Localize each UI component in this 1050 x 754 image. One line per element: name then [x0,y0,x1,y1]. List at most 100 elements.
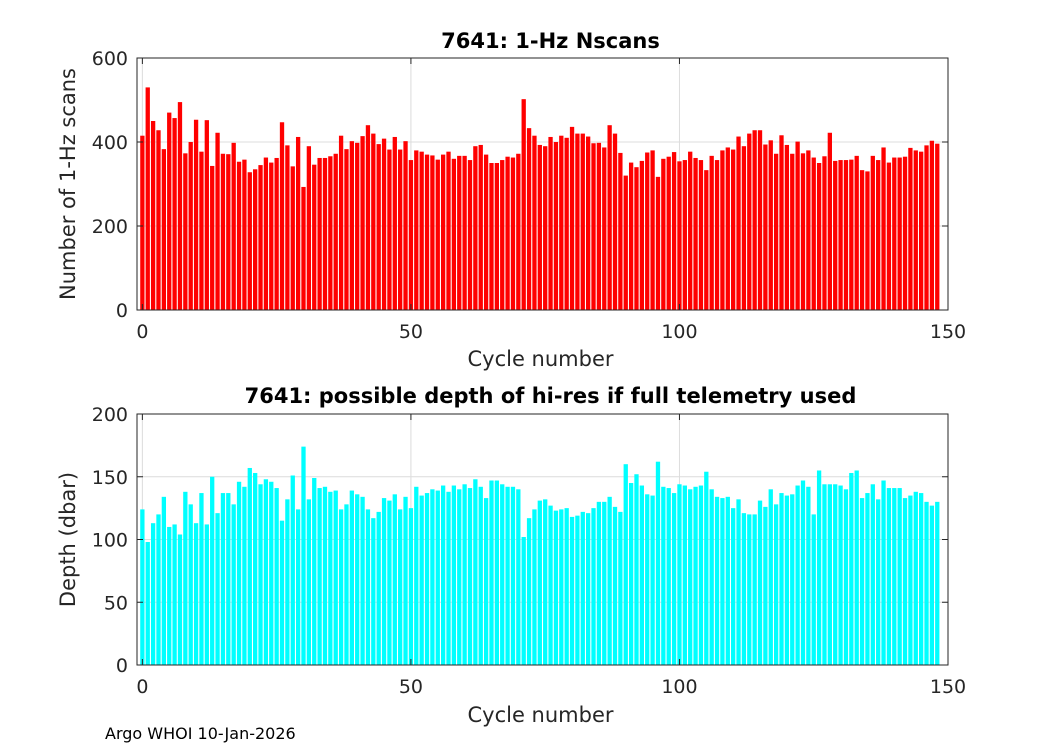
bar [876,499,881,665]
bar [725,496,730,665]
bar [349,141,354,310]
bar [736,499,741,665]
bar [312,478,317,665]
bar [322,486,328,665]
bar [564,508,569,666]
x-axis-label: Cycle number [467,347,613,371]
bar [408,160,414,310]
bar [859,170,865,310]
bar [494,163,499,310]
bar [929,140,935,310]
bar [312,164,317,310]
bar [419,151,424,310]
bar [843,489,849,665]
bar [688,489,693,665]
bar [263,479,269,665]
bar [704,170,709,310]
bar [876,160,881,310]
bar [440,154,446,310]
bar [338,509,344,665]
bar [591,508,596,666]
bar [510,486,516,665]
bar [521,99,526,310]
bar [301,446,306,665]
bar [220,493,226,665]
bar [274,488,279,665]
bar [822,156,827,310]
bar [575,133,580,310]
bar [784,144,790,310]
bar [199,151,204,310]
bar [865,493,870,665]
bar [381,498,387,665]
bar [935,501,940,665]
bar [360,496,365,665]
y-axis-label: Number of 1-Hz scans [56,68,80,300]
bar [682,160,687,310]
bar [596,501,602,665]
bar [371,518,376,665]
bar [349,490,354,665]
bar [177,534,183,665]
bar [768,140,773,310]
bar [924,145,929,310]
bar [360,136,365,310]
bar [365,509,371,665]
bar [564,137,569,310]
bar [731,508,736,666]
bar [935,143,940,310]
bar [532,509,537,665]
bar [204,120,209,310]
bar [392,136,397,310]
bar [253,472,258,665]
bar [628,162,634,310]
bar [580,133,585,310]
bar [569,126,575,310]
bar [790,494,795,665]
bar [849,472,854,665]
bar [398,149,403,310]
bar [919,493,924,665]
bar [462,155,467,310]
bar [870,484,875,665]
bar [548,505,553,665]
bar [929,505,935,665]
bar [838,160,843,310]
bar [451,485,457,665]
bar [661,486,666,665]
bar [870,155,875,310]
bar [537,144,542,310]
bar [526,128,532,310]
bar [236,161,242,310]
bar [757,500,763,665]
bar [806,150,811,310]
bar [161,149,167,310]
bar [526,518,532,665]
bar [317,157,322,310]
y-axis-label: Depth (dbar) [56,472,80,607]
bar [838,485,843,665]
bar [263,157,269,310]
bar [833,160,838,310]
bar [177,102,183,310]
bar [167,526,172,665]
bar [467,160,473,310]
bar [779,135,784,310]
bar [478,486,483,665]
footer-credit: Argo WHOI 10-Jan-2026 [105,724,296,743]
bar [671,493,677,665]
bar [145,542,150,665]
bar [897,488,902,665]
bar [553,142,559,310]
bar [446,491,451,665]
bar [338,135,344,310]
bar [145,87,150,311]
x-tick-label: 50 [399,676,423,698]
bar [183,153,188,310]
bar [435,490,440,665]
bar [543,499,548,665]
bar [344,149,349,310]
bar [865,171,870,310]
bar [156,514,161,665]
